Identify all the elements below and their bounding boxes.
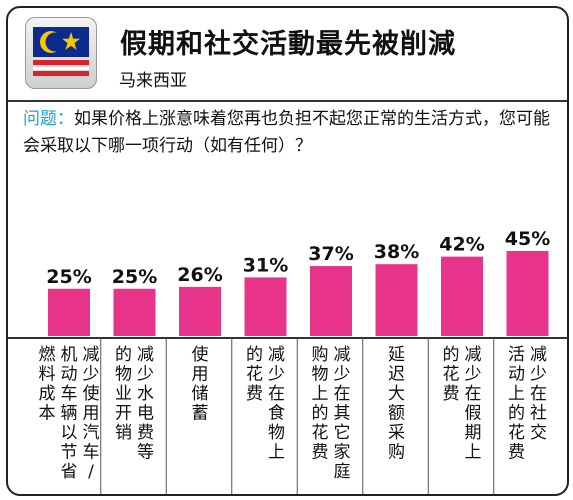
bar: [375, 264, 418, 336]
category-label-column: 购物上的花费: [312, 345, 329, 463]
bar-value-label: 26%: [177, 264, 222, 286]
category-label-column: 的物业开销: [115, 345, 132, 443]
category-label-column: 活动上的花费: [508, 345, 525, 463]
infographic-panel: 假期和社交活動最先被削減 马来西亚 问题：如果价格上涨意味着您再也负担不起您正常…: [6, 6, 569, 496]
bar-value-label: 25%: [46, 266, 91, 288]
bar-value-label: 31%: [243, 254, 288, 276]
category-label-column: 机动车辆以节省: [61, 345, 78, 482]
bar-value-label: 37%: [308, 243, 353, 265]
category-label-column: 的花费: [246, 345, 263, 404]
bar-value-label: 38%: [374, 241, 419, 263]
bar: [179, 286, 221, 336]
category-label-column: 燃料成本: [39, 345, 56, 424]
question-label: 问题：: [23, 109, 74, 129]
category-label: 延迟大额采购: [388, 345, 405, 463]
category-label-column: 延迟大额采购: [388, 345, 405, 463]
category-label-column: 减少水电费等: [137, 345, 154, 463]
bar: [244, 277, 287, 336]
bar-value-label: 25%: [112, 266, 157, 288]
category-label-column: 减少在社交: [530, 345, 547, 443]
bar: [441, 256, 483, 336]
category-label-column: 减少在食物上: [268, 345, 285, 463]
category-label-column: 减少在其它家庭: [334, 345, 351, 482]
header: 假期和社交活動最先被削減 马来西亚: [8, 8, 567, 102]
malaysia-flag-icon: [25, 17, 97, 89]
question: 问题：如果价格上涨意味着您再也负担不起您正常的生活方式，您可能会采取以下哪一项行…: [23, 106, 563, 160]
bar: [506, 250, 549, 336]
country-label: 马来西亚: [119, 71, 187, 91]
bar-value-label: 45%: [505, 228, 550, 250]
bar-value-label: 42%: [439, 234, 484, 256]
question-text: 如果价格上涨意味着您再也负担不起您正常的生活方式，您可能会采取以下哪一项行动（如…: [23, 109, 550, 156]
page-title: 假期和社交活動最先被削減: [120, 29, 456, 60]
category-label-column: 使用储蓄: [192, 344, 209, 424]
category-label-column: 减少在假期上: [465, 345, 482, 463]
category-label: 使用储蓄: [192, 344, 209, 424]
bar: [113, 288, 156, 336]
bar: [310, 266, 352, 336]
category-label-column: 的花费: [443, 345, 460, 404]
category-label-column: 减少使用汽车/: [83, 345, 100, 482]
bar: [48, 288, 90, 336]
